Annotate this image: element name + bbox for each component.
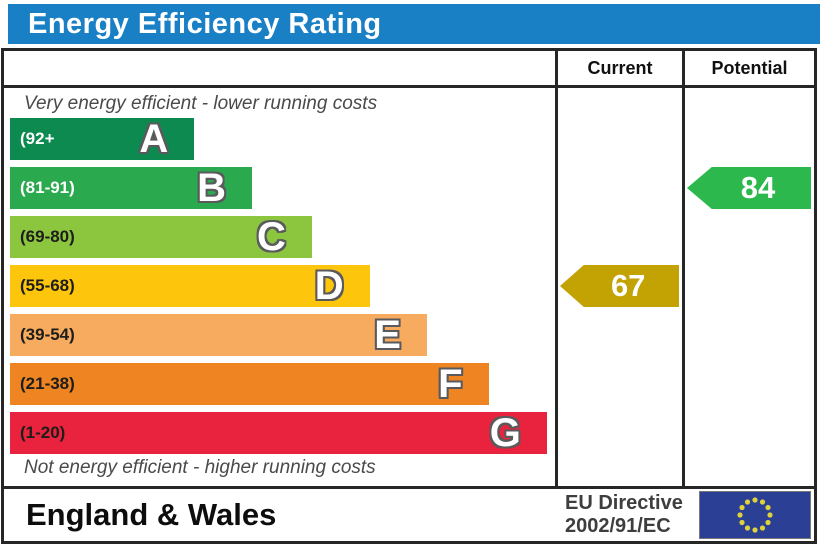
band-letter: D — [314, 264, 344, 308]
eu-directive-line2: 2002/91/EC — [565, 515, 671, 537]
band-letter: F — [438, 362, 463, 406]
band-range: (39-54) — [20, 325, 75, 344]
band-range: (69-80) — [20, 227, 75, 246]
band-bar: (55-68) D — [10, 265, 370, 307]
potential-column: 84 — [682, 88, 814, 486]
top-note: Very energy efficient - lower running co… — [24, 93, 378, 114]
header-potential: Potential — [682, 51, 814, 88]
band-bar: (69-80) C — [10, 216, 312, 258]
current-rating-arrow: 67 — [560, 265, 679, 307]
band-row: (69-80) C — [10, 216, 555, 258]
band-bar: (1-20) G — [10, 412, 547, 454]
band-range: (92+ — [20, 129, 55, 148]
band-bar: (39-54) E — [10, 314, 427, 356]
region-label: England & Wales — [4, 486, 555, 541]
bands: (92+ A (81-91) B (69-80) C (55-68) D (39… — [10, 118, 555, 454]
page-title: Energy Efficiency Rating — [8, 4, 820, 44]
band-range: (21-38) — [20, 374, 75, 393]
band-letter: C — [257, 215, 286, 259]
band-bar: (21-38) F — [10, 363, 489, 405]
band-bar: (92+ A — [10, 117, 195, 161]
bottom-note: Not energy efficient - higher running co… — [24, 457, 376, 478]
band-row: (21-38) F — [10, 363, 555, 405]
current-rating-value: 67 — [610, 268, 646, 303]
bands-column: Very energy efficient - lower running co… — [4, 88, 555, 486]
band-row: (81-91) B — [10, 167, 555, 209]
band-row: (39-54) E — [10, 314, 555, 356]
band-row: (1-20) G — [10, 412, 555, 454]
eu-directive-line1: EU Directive — [565, 492, 683, 514]
band-letter: G — [489, 411, 521, 455]
band-range: (1-20) — [20, 423, 66, 442]
footer-right-cell: EU Directive 2002/91/EC — [555, 486, 814, 541]
band-range: (81-91) — [20, 178, 75, 197]
epc-table: Current Potential Very energy efficient … — [1, 48, 817, 544]
band-letter: B — [197, 166, 226, 210]
band-range: (55-68) — [20, 276, 75, 295]
band-letter: E — [374, 313, 401, 357]
band-row: (55-68) D — [10, 265, 555, 307]
potential-rating-arrow: 84 — [687, 167, 811, 209]
band-letter: A — [139, 117, 169, 161]
eu-flag-icon — [699, 491, 811, 539]
eu-directive-label: EU Directive 2002/91/EC — [555, 492, 699, 538]
header-current: Current — [555, 51, 682, 88]
potential-rating-value: 84 — [740, 170, 776, 205]
band-row: (92+ A — [10, 118, 555, 160]
eu-flag-stars — [737, 497, 773, 533]
current-column: 67 — [555, 88, 682, 486]
header-spacer-cell — [4, 51, 555, 88]
band-bar: (81-91) B — [10, 167, 252, 209]
